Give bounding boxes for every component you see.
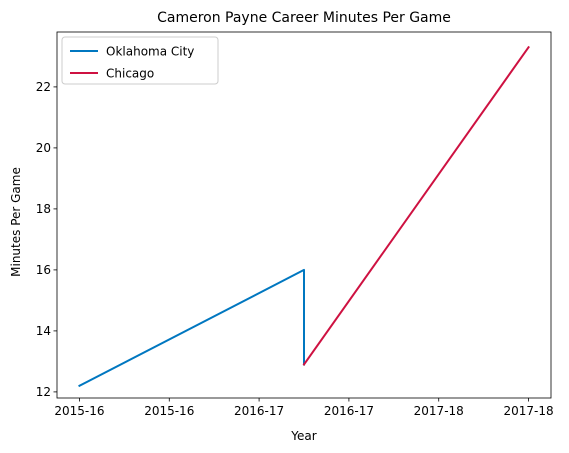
axes-frame (56, 31, 552, 399)
y-tick-label-5: 22 (36, 80, 51, 94)
x-tick-label-1: 2015-16 (144, 404, 194, 418)
x-tick-label-0: 2015-16 (54, 404, 104, 418)
x-tick-label-3: 2016-17 (324, 404, 374, 418)
y-tick-label-0: 12 (36, 385, 51, 399)
x-tick-label-5: 2017-18 (503, 404, 553, 418)
legend-label-1: Chicago (106, 66, 154, 80)
x-axis-title: Year (290, 429, 316, 443)
legend-box (61, 36, 219, 85)
y-tick-label-1: 14 (36, 324, 51, 338)
chart-title: Cameron Payne Career Minutes Per Game (157, 10, 451, 26)
x-tick-label-4: 2017-18 (414, 404, 464, 418)
series-line-1 (302, 45, 530, 366)
y-tick-label-4: 20 (36, 141, 51, 155)
legend-label-0: Oklahoma City (106, 44, 194, 58)
plot-area: 12 14 16 18 20 22 2015-16 2015-16 2016-17 2016-17… (36, 31, 554, 418)
y-tick-label-2: 16 (36, 263, 51, 277)
y-tick-label-3: 18 (36, 202, 51, 216)
x-tick-label-2: 2016-17 (234, 404, 284, 418)
legend: Oklahoma City Chicago (61, 36, 219, 85)
y-axis-title: Minutes Per Game (9, 167, 23, 277)
series-line-0 (78, 268, 305, 388)
